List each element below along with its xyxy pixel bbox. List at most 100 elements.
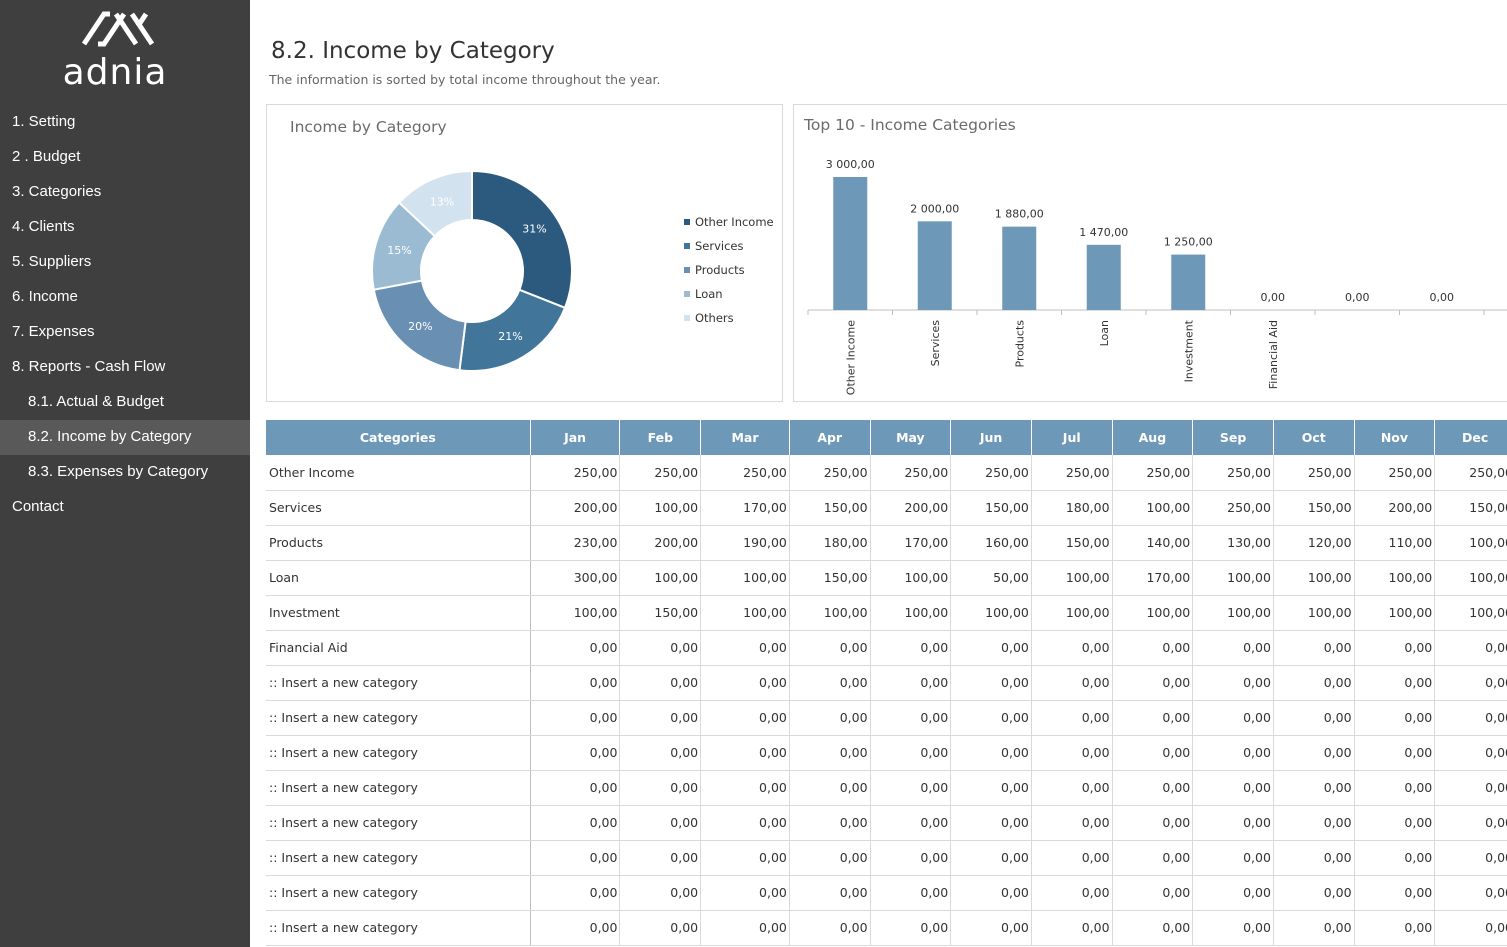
top10-bar-chart[interactable]: Top 10 - Income Categories 3 000,00 Other… bbox=[793, 104, 1507, 402]
value-cell[interactable]: 0,00 bbox=[530, 840, 621, 876]
value-cell[interactable]: 250,00 bbox=[1192, 455, 1274, 491]
column-header-nov[interactable]: Nov bbox=[1354, 420, 1436, 455]
value-cell[interactable]: 0,00 bbox=[950, 910, 1032, 946]
value-cell[interactable]: 0,00 bbox=[1031, 700, 1113, 736]
value-cell[interactable]: 100,00 bbox=[1354, 595, 1436, 631]
column-header-feb[interactable]: Feb bbox=[619, 420, 702, 455]
category-cell[interactable]: :: Insert a new category bbox=[266, 805, 531, 841]
value-cell[interactable]: 0,00 bbox=[700, 840, 790, 876]
category-cell[interactable]: Financial Aid bbox=[266, 630, 531, 666]
value-cell[interactable]: 0,00 bbox=[530, 735, 621, 771]
value-cell[interactable]: 300,00 bbox=[530, 560, 621, 596]
value-cell[interactable]: 180,00 bbox=[789, 525, 871, 561]
value-cell[interactable]: 0,00 bbox=[1434, 665, 1507, 701]
value-cell[interactable]: 0,00 bbox=[1434, 840, 1507, 876]
value-cell[interactable]: 0,00 bbox=[1273, 875, 1355, 911]
sidebar-item-4-clients[interactable]: 4. Clients bbox=[12, 218, 75, 235]
value-cell[interactable]: 50,00 bbox=[950, 560, 1032, 596]
value-cell[interactable]: 170,00 bbox=[700, 490, 790, 526]
category-cell[interactable]: Loan bbox=[266, 560, 531, 596]
value-cell[interactable]: 0,00 bbox=[789, 805, 871, 841]
value-cell[interactable]: 0,00 bbox=[1434, 630, 1507, 666]
value-cell[interactable]: 0,00 bbox=[700, 910, 790, 946]
value-cell[interactable]: 0,00 bbox=[1273, 910, 1355, 946]
column-header-may[interactable]: May bbox=[870, 420, 952, 455]
value-cell[interactable]: 0,00 bbox=[530, 805, 621, 841]
value-cell[interactable]: 100,00 bbox=[950, 595, 1032, 631]
category-cell[interactable]: Products bbox=[266, 525, 531, 561]
column-header-dec[interactable]: Dec bbox=[1434, 420, 1507, 455]
value-cell[interactable]: 150,00 bbox=[1031, 525, 1113, 561]
value-cell[interactable]: 0,00 bbox=[789, 875, 871, 911]
sidebar-item-8-2-income-by-category[interactable]: 8.2. Income by Category bbox=[0, 420, 250, 455]
value-cell[interactable]: 0,00 bbox=[950, 630, 1032, 666]
value-cell[interactable]: 0,00 bbox=[950, 840, 1032, 876]
value-cell[interactable]: 0,00 bbox=[1354, 875, 1436, 911]
value-cell[interactable]: 0,00 bbox=[950, 735, 1032, 771]
value-cell[interactable]: 0,00 bbox=[700, 630, 790, 666]
value-cell[interactable]: 0,00 bbox=[1112, 700, 1194, 736]
value-cell[interactable]: 0,00 bbox=[1273, 735, 1355, 771]
sidebar-item-8-1-actual-budget[interactable]: 8.1. Actual & Budget bbox=[28, 393, 164, 410]
value-cell[interactable]: 0,00 bbox=[870, 630, 952, 666]
value-cell[interactable]: 0,00 bbox=[789, 840, 871, 876]
column-header-oct[interactable]: Oct bbox=[1273, 420, 1355, 455]
value-cell[interactable]: 100,00 bbox=[530, 595, 621, 631]
value-cell[interactable]: 0,00 bbox=[1354, 770, 1436, 806]
income-donut-chart[interactable]: Income by Category 31% 21% 20% 15% 13% Other… bbox=[266, 104, 783, 402]
sidebar-item-1-setting[interactable]: 1. Setting bbox=[12, 113, 76, 130]
value-cell[interactable]: 250,00 bbox=[1192, 490, 1274, 526]
value-cell[interactable]: 150,00 bbox=[1273, 490, 1355, 526]
value-cell[interactable]: 0,00 bbox=[1192, 735, 1274, 771]
value-cell[interactable]: 0,00 bbox=[870, 735, 952, 771]
value-cell[interactable]: 100,00 bbox=[1031, 560, 1113, 596]
value-cell[interactable]: 0,00 bbox=[1112, 665, 1194, 701]
value-cell[interactable]: 0,00 bbox=[950, 805, 1032, 841]
value-cell[interactable]: 0,00 bbox=[1273, 630, 1355, 666]
value-cell[interactable]: 250,00 bbox=[1031, 455, 1113, 491]
value-cell[interactable]: 0,00 bbox=[1031, 875, 1113, 911]
value-cell[interactable]: 250,00 bbox=[789, 455, 871, 491]
sidebar-item-2-budget[interactable]: 2 . Budget bbox=[12, 148, 81, 165]
value-cell[interactable]: 0,00 bbox=[1273, 770, 1355, 806]
value-cell[interactable]: 200,00 bbox=[1354, 490, 1436, 526]
value-cell[interactable]: 100,00 bbox=[1031, 595, 1113, 631]
value-cell[interactable]: 200,00 bbox=[530, 490, 621, 526]
value-cell[interactable]: 100,00 bbox=[1354, 560, 1436, 596]
value-cell[interactable]: 0,00 bbox=[1273, 840, 1355, 876]
category-cell[interactable]: :: Insert a new category bbox=[266, 665, 531, 701]
value-cell[interactable]: 170,00 bbox=[1112, 560, 1194, 596]
value-cell[interactable]: 0,00 bbox=[1434, 735, 1507, 771]
value-cell[interactable]: 250,00 bbox=[619, 455, 702, 491]
value-cell[interactable]: 0,00 bbox=[870, 840, 952, 876]
column-header-categories[interactable]: Categories bbox=[266, 420, 531, 455]
value-cell[interactable]: 0,00 bbox=[530, 630, 621, 666]
value-cell[interactable]: 0,00 bbox=[1434, 770, 1507, 806]
value-cell[interactable]: 0,00 bbox=[619, 875, 702, 911]
value-cell[interactable]: 0,00 bbox=[1192, 910, 1274, 946]
value-cell[interactable]: 0,00 bbox=[870, 700, 952, 736]
value-cell[interactable]: 130,00 bbox=[1192, 525, 1274, 561]
value-cell[interactable]: 0,00 bbox=[619, 630, 702, 666]
value-cell[interactable]: 230,00 bbox=[530, 525, 621, 561]
value-cell[interactable]: 0,00 bbox=[870, 805, 952, 841]
value-cell[interactable]: 100,00 bbox=[1273, 560, 1355, 596]
value-cell[interactable]: 0,00 bbox=[789, 735, 871, 771]
value-cell[interactable]: 0,00 bbox=[870, 875, 952, 911]
value-cell[interactable]: 0,00 bbox=[870, 770, 952, 806]
category-cell[interactable]: :: Insert a new category bbox=[266, 735, 531, 771]
value-cell[interactable]: 0,00 bbox=[1112, 840, 1194, 876]
value-cell[interactable]: 100,00 bbox=[1273, 595, 1355, 631]
sidebar-item-8-3-expenses-by-category[interactable]: 8.3. Expenses by Category bbox=[28, 463, 209, 480]
value-cell[interactable]: 0,00 bbox=[700, 735, 790, 771]
value-cell[interactable]: 0,00 bbox=[950, 700, 1032, 736]
value-cell[interactable]: 0,00 bbox=[789, 910, 871, 946]
value-cell[interactable]: 0,00 bbox=[1031, 735, 1113, 771]
category-cell[interactable]: :: Insert a new category bbox=[266, 910, 531, 946]
value-cell[interactable]: 0,00 bbox=[1192, 805, 1274, 841]
value-cell[interactable]: 100,00 bbox=[700, 595, 790, 631]
bar-other-income[interactable] bbox=[833, 177, 868, 310]
value-cell[interactable]: 0,00 bbox=[1112, 805, 1194, 841]
bar-products[interactable] bbox=[1002, 226, 1037, 310]
value-cell[interactable]: 0,00 bbox=[1354, 840, 1436, 876]
